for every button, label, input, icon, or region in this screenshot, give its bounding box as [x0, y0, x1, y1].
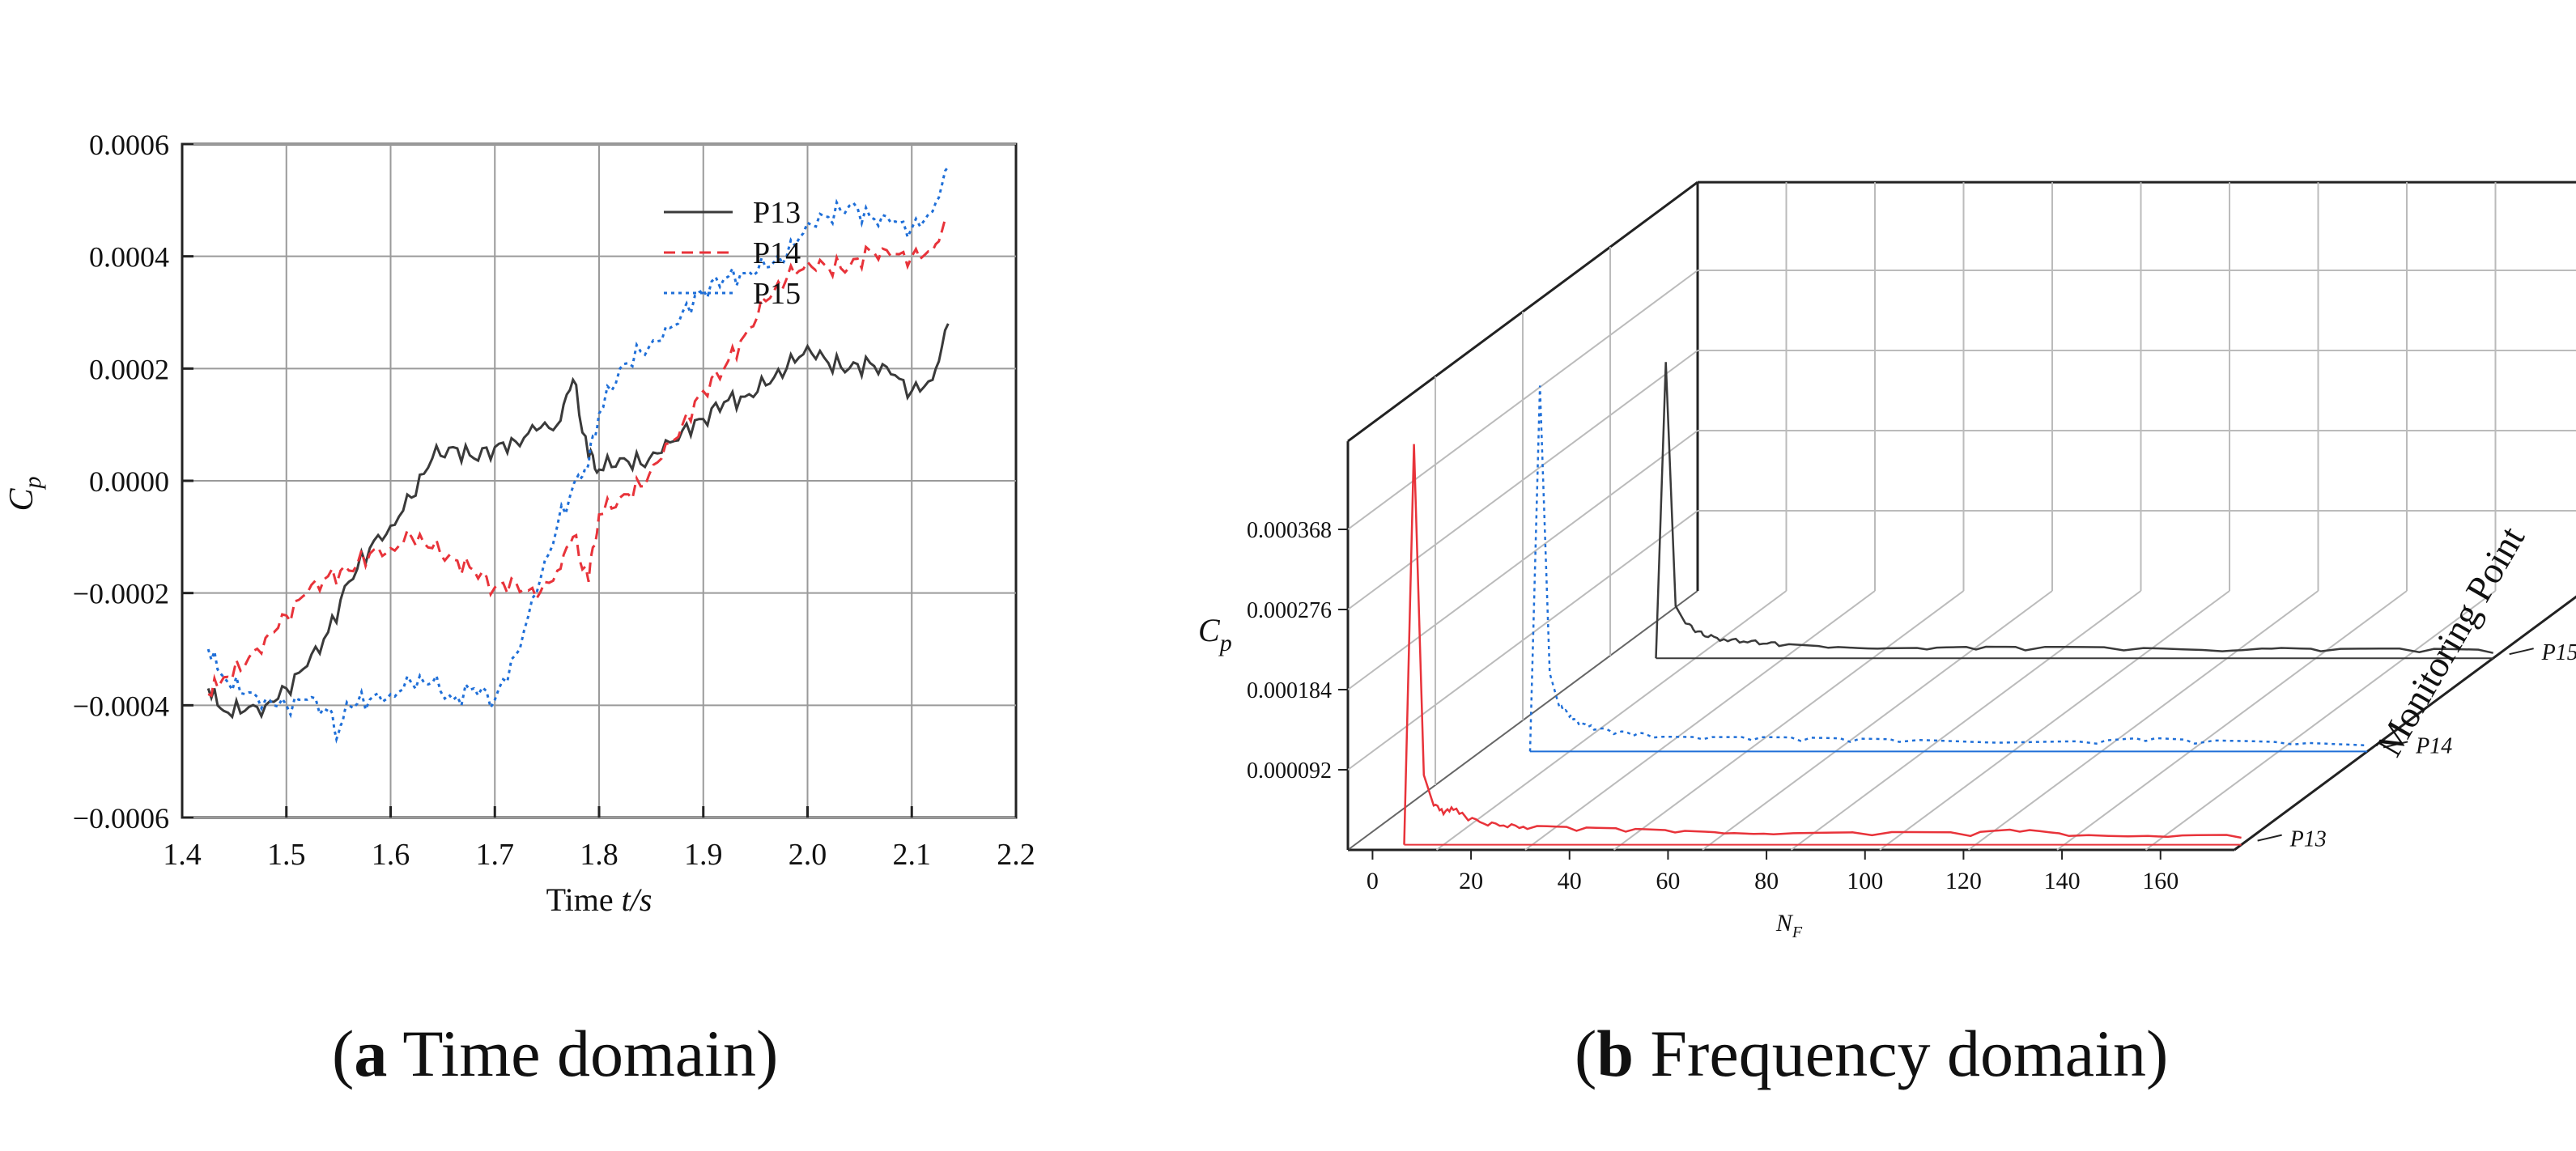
y-tick-label: −0.0006 [73, 802, 169, 835]
spectrum-line-p15 [1655, 362, 2493, 659]
x-tick-label: 60 [1656, 868, 1680, 894]
y-tick-label: −0.0002 [73, 578, 169, 610]
z-tick-label: 0.000276 [1247, 598, 1332, 623]
y-axis-label-a: Cp [3, 476, 46, 511]
spectrum-line-p13 [1403, 444, 2242, 845]
depth-tick-mark [2509, 648, 2534, 656]
floor-gridline [1702, 590, 2053, 851]
floor-gridline [1879, 590, 2230, 851]
x-tick-label: 1.7 [476, 838, 515, 872]
caption-b: (b Frequency domain) [1575, 1017, 2169, 1090]
y-tick-label: −0.0004 [73, 690, 169, 722]
x-tick-label: 40 [1558, 868, 1582, 894]
spectrum-line-p14 [1528, 385, 2368, 752]
x-tick-label: 20 [1459, 868, 1483, 894]
time-domain-chart: 1.4 1.5 1.6 1.7 1.8 1.9 2.0 2.1 2.2 −0.0006 −0.000… [3, 129, 1035, 918]
depth-tick-label: P13 [2289, 827, 2327, 852]
x-axis-label-b: NF [1775, 910, 1803, 941]
series-lines-b [1403, 362, 2493, 846]
floor-gridline [2145, 590, 2497, 851]
floor-gridline [1435, 590, 1787, 851]
x-tick-label: 2.1 [893, 838, 932, 872]
depth-tick-label: P15 [2541, 640, 2576, 665]
box-edge [1347, 181, 1698, 443]
x-tick-label: 120 [1945, 868, 1982, 894]
y-tick-label: 0.0002 [89, 353, 169, 385]
floor-gridline [1790, 590, 2142, 851]
legend-label-p15: P15 [753, 277, 801, 311]
x-tick-label: 80 [1754, 868, 1779, 894]
floor-gridline [1967, 590, 2319, 851]
grid-a [182, 143, 1016, 818]
x-axis-label-a: Time t/s [546, 881, 653, 918]
y-axis-label-b: Cp [1198, 612, 1232, 656]
series-line-p14 [207, 215, 950, 698]
caption-a: (a Time domain) [332, 1017, 779, 1090]
x-tick-label: 1.6 [372, 838, 410, 872]
x-tick-label: 0 [1367, 868, 1379, 894]
series-lines-a [206, 165, 950, 744]
x-tick-label: 1.4 [163, 838, 202, 872]
z-tick-label: 0.000092 [1247, 758, 1332, 784]
legend-label-p14: P14 [753, 236, 801, 270]
x-tick-label: 2.0 [789, 838, 827, 872]
axis-ticks-a: 1.4 1.5 1.6 1.7 1.8 1.9 2.0 2.1 2.2 −0.0006 −0.000… [73, 129, 1035, 872]
depth-axis-label-b: Monitoring Point [2368, 520, 2532, 763]
z-tick-label: 0.000368 [1247, 518, 1332, 543]
depth-tick-label: P14 [2415, 733, 2452, 758]
y-tick-label: 0.0000 [89, 465, 169, 498]
z-tick-label: 0.000184 [1247, 678, 1332, 703]
box-edge [2234, 595, 2576, 852]
floor-gridline [1613, 590, 1965, 851]
legend-a: P13 P14 P15 [664, 196, 801, 311]
x-tick-label: 100 [1847, 868, 1883, 894]
series-line-p13 [206, 323, 950, 720]
frequency-domain-chart: 0 20 40 60 80 100 120 140 160 0.000092 0.000184 0.0… [1198, 181, 2576, 941]
depth-tick-mark [2257, 834, 2282, 842]
x-tick-label: 140 [2044, 868, 2081, 894]
axis-ticks-b: 0 20 40 60 80 100 120 140 160 0.000092 0.000184 0.0… [1247, 518, 2576, 894]
x-tick-label: 160 [2142, 868, 2179, 894]
y-tick-label: 0.0006 [89, 129, 169, 161]
grid-b [1347, 182, 2576, 851]
legend-label-p13: P13 [753, 196, 801, 230]
x-tick-label: 1.9 [684, 838, 723, 872]
x-tick-label: 1.8 [580, 838, 618, 872]
x-tick-label: 1.5 [267, 838, 306, 872]
floor-gridline [1524, 590, 1876, 851]
x-tick-label: 2.2 [997, 838, 1035, 872]
series-line-p15 [206, 165, 950, 744]
depth-tick-mark [2383, 741, 2408, 749]
y-tick-label: 0.0004 [89, 241, 169, 274]
floor-gridline [2056, 590, 2408, 851]
